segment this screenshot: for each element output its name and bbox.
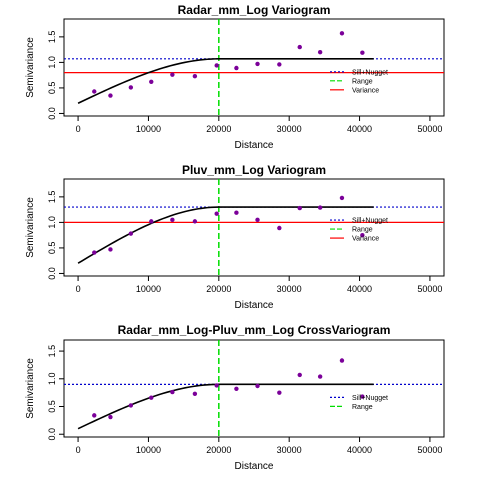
data-point <box>297 205 302 211</box>
x-tick-label: 50000 <box>417 445 442 455</box>
data-point <box>214 211 219 216</box>
plot-frame <box>63 178 445 277</box>
y-tick-label: 1.0 <box>47 373 57 386</box>
data-point <box>297 44 302 50</box>
data-point <box>317 205 323 210</box>
legend-label-sill: Sill+Nugget <box>352 395 388 402</box>
x-tick-label: 50000 <box>417 284 442 294</box>
data-point <box>339 31 345 36</box>
data-point <box>149 79 154 84</box>
data-point <box>234 386 239 391</box>
data-point <box>339 358 345 363</box>
y-tick-label: 1.0 <box>47 56 57 69</box>
x-tick-label: 0 <box>76 124 81 134</box>
data-point <box>149 395 154 400</box>
chart-title: Radar_mm_Log-Pluv_mm_Log CrossVariogram <box>118 323 391 337</box>
panel-3: Radar_mm_Log-Pluv_mm_Log CrossVariogram 0… <box>25 323 445 472</box>
y-tick-label: 1.5 <box>47 345 57 358</box>
x-tick-label: 0 <box>76 284 81 294</box>
panel-2: Pluv_mm_Log Variogram 0 10000 20000 30000 400… <box>25 163 445 311</box>
model-curve <box>77 58 374 104</box>
data-point <box>170 217 175 223</box>
y-tick-label: 0.0 <box>47 267 57 280</box>
x-tick-label: 30000 <box>277 445 302 455</box>
legend-label-variance: Variance <box>352 236 379 243</box>
x-tick-label: 20000 <box>206 284 231 294</box>
legend-label-range: Range <box>352 404 373 411</box>
data-point <box>192 391 198 396</box>
y-tick-label: 0.5 <box>47 242 57 255</box>
legend-label-variance: Variance <box>352 87 379 94</box>
x-axis-label: Distance <box>235 140 274 151</box>
x-tick-label: 40000 <box>347 445 372 455</box>
legend-label-range: Range <box>352 78 373 85</box>
data-point <box>214 63 219 68</box>
data-point <box>360 394 365 399</box>
y-tick-label: 0.0 <box>47 428 57 441</box>
y-tick-label: 0.5 <box>47 82 57 95</box>
data-point <box>255 217 260 223</box>
x-tick-label: 30000 <box>277 124 302 134</box>
x-tick-label: 10000 <box>136 284 161 294</box>
data-point <box>297 372 302 378</box>
x-axis-label: Distance <box>235 300 274 311</box>
plot-frame <box>63 339 445 438</box>
legend-label-sill: Sill+Nugget <box>352 69 388 76</box>
data-point <box>128 231 134 236</box>
y-tick-label: 1.5 <box>47 191 57 204</box>
data-point <box>192 219 198 224</box>
x-tick-label: 40000 <box>347 124 372 134</box>
data-point <box>92 89 97 94</box>
data-point <box>317 374 323 379</box>
x-tick-label: 40000 <box>347 284 372 294</box>
data-point <box>128 403 134 408</box>
y-axis-label: Semivariance <box>25 197 36 258</box>
data-point <box>149 219 154 224</box>
data-point <box>214 383 219 388</box>
x-tick-label: 20000 <box>206 445 231 455</box>
model-curve <box>77 206 374 264</box>
y-tick-label: 1.5 <box>47 31 57 44</box>
data-point <box>255 383 260 389</box>
x-tick-label: 50000 <box>417 124 442 134</box>
x-tick-label: 10000 <box>136 124 161 134</box>
data-point <box>108 414 113 420</box>
panel-1: Radar_mm_Log Variogram 0 10000 20000 30000 40… <box>25 3 445 151</box>
legend-label-range: Range <box>352 227 373 234</box>
data-point <box>108 93 113 98</box>
legend-label-sill: Sill+Nugget <box>352 218 388 225</box>
data-point <box>255 61 260 67</box>
data-point <box>170 72 175 77</box>
data-point <box>277 225 282 231</box>
data-point <box>339 195 345 201</box>
y-tick-label: 0.5 <box>47 400 57 413</box>
chart-title: Pluv_mm_Log Variogram <box>182 163 326 177</box>
data-point <box>234 210 239 215</box>
x-tick-label: 10000 <box>136 445 161 455</box>
data-point <box>360 232 365 238</box>
y-axis-label: Semivariance <box>25 358 36 419</box>
y-tick-label: 0.0 <box>47 107 57 120</box>
data-point <box>170 389 175 395</box>
x-tick-label: 20000 <box>206 124 231 134</box>
data-point <box>92 413 97 418</box>
y-tick-label: 1.0 <box>47 216 57 229</box>
data-point <box>234 65 239 71</box>
data-point <box>277 62 282 67</box>
model-curve <box>77 383 374 430</box>
plot-frame <box>63 18 445 117</box>
x-tick-label: 30000 <box>277 284 302 294</box>
data-point <box>192 73 198 79</box>
data-point <box>277 390 282 395</box>
data-point <box>92 250 97 255</box>
data-point <box>128 85 134 90</box>
data-point <box>317 49 323 55</box>
x-tick-label: 0 <box>76 445 81 455</box>
data-point <box>108 247 113 252</box>
y-axis-label: Semivariance <box>25 37 36 98</box>
chart-title: Radar_mm_Log Variogram <box>178 3 331 17</box>
data-point <box>360 50 365 55</box>
x-axis-label: Distance <box>235 461 274 472</box>
